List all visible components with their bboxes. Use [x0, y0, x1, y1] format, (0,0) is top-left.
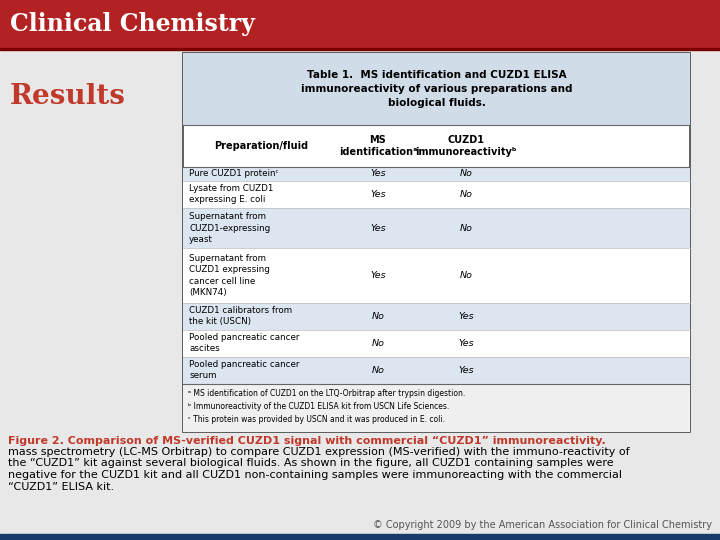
Text: © Copyright 2009 by the American Association for Clinical Chemistry: © Copyright 2009 by the American Associa…: [373, 520, 712, 530]
Bar: [183, 384, 690, 432]
Text: Clinical Chemistry: Clinical Chemistry: [10, 12, 255, 36]
Bar: [183, 180, 690, 208]
Text: Results: Results: [10, 83, 126, 110]
Text: mass spectrometry (LC-MS Orbitrap) to compare CUZD1 expression (MS-verified) wit: mass spectrometry (LC-MS Orbitrap) to co…: [8, 447, 629, 457]
Text: No: No: [459, 224, 472, 233]
Text: Table 1.  MS identification and CUZD1 ELISA
immunoreactivity of various preparat: Table 1. MS identification and CUZD1 ELI…: [301, 70, 572, 107]
Text: No: No: [372, 339, 384, 348]
Text: Yes: Yes: [458, 339, 474, 348]
Text: CUZD1 calibrators from
the kit (USCN): CUZD1 calibrators from the kit (USCN): [189, 306, 292, 326]
Text: Pooled pancreatic cancer
ascites: Pooled pancreatic cancer ascites: [189, 333, 300, 353]
Text: Figure 2. Comparison of MS-verified CUZD1 signal with commercial “CUZD1” immunor: Figure 2. Comparison of MS-verified CUZD…: [8, 436, 606, 446]
Text: Yes: Yes: [370, 190, 386, 199]
Bar: [0, 534, 720, 540]
Text: No: No: [372, 312, 384, 321]
Text: Preparation/fluid: Preparation/fluid: [214, 141, 308, 151]
Text: No: No: [459, 190, 472, 199]
Text: Supernatant from
CUZD1 expressing
cancer cell line
(MKN74): Supernatant from CUZD1 expressing cancer…: [189, 254, 270, 296]
Bar: [183, 248, 690, 302]
Text: Yes: Yes: [458, 312, 474, 321]
Text: Yes: Yes: [370, 271, 386, 280]
Text: Yes: Yes: [458, 366, 474, 375]
Text: Yes: Yes: [370, 169, 386, 178]
Bar: [183, 53, 690, 432]
Bar: [183, 330, 690, 357]
Text: CUZD1
immunoreactivityᵇ: CUZD1 immunoreactivityᵇ: [415, 135, 517, 157]
Text: Pooled pancreatic cancer
serum: Pooled pancreatic cancer serum: [189, 360, 300, 381]
Text: negative for the CUZD1 kit and all CUZD1 non-containing samples were immunoreact: negative for the CUZD1 kit and all CUZD1…: [8, 470, 622, 480]
Text: “CUZD1” ELISA kit.: “CUZD1” ELISA kit.: [8, 482, 114, 491]
Text: No: No: [459, 169, 472, 178]
Text: ᶜ This protein was provided by USCN and it was produced in E. coli.: ᶜ This protein was provided by USCN and …: [188, 415, 445, 424]
Text: Lysate from CUZD1
expressing E. coli: Lysate from CUZD1 expressing E. coli: [189, 184, 274, 204]
Bar: [183, 167, 690, 180]
Bar: [183, 53, 690, 125]
Text: ᵇ Immunoreactivity of the CUZD1 ELISA kit from USCN Life Sciences.: ᵇ Immunoreactivity of the CUZD1 ELISA ki…: [188, 402, 449, 411]
Text: Pure CUZD1 proteinᶜ: Pure CUZD1 proteinᶜ: [189, 169, 279, 178]
Bar: [183, 357, 690, 384]
Text: Yes: Yes: [370, 224, 386, 233]
Text: Supernatant from
CUZD1-expressing
yeast: Supernatant from CUZD1-expressing yeast: [189, 212, 270, 244]
Text: No: No: [459, 271, 472, 280]
Bar: [183, 302, 690, 330]
Bar: [183, 208, 690, 248]
Text: ᵃ MS identification of CUZD1 on the LTQ-Orbitrap after trypsin digestion.: ᵃ MS identification of CUZD1 on the LTQ-…: [188, 389, 465, 398]
Text: No: No: [372, 366, 384, 375]
Bar: [0, 0, 720, 48]
Text: the “CUZD1” kit against several biological fluids. As shown in the figure, all C: the “CUZD1” kit against several biologic…: [8, 458, 613, 469]
Text: MS
identificationᵃ: MS identificationᵃ: [339, 135, 417, 157]
Bar: [0, 48, 720, 50]
